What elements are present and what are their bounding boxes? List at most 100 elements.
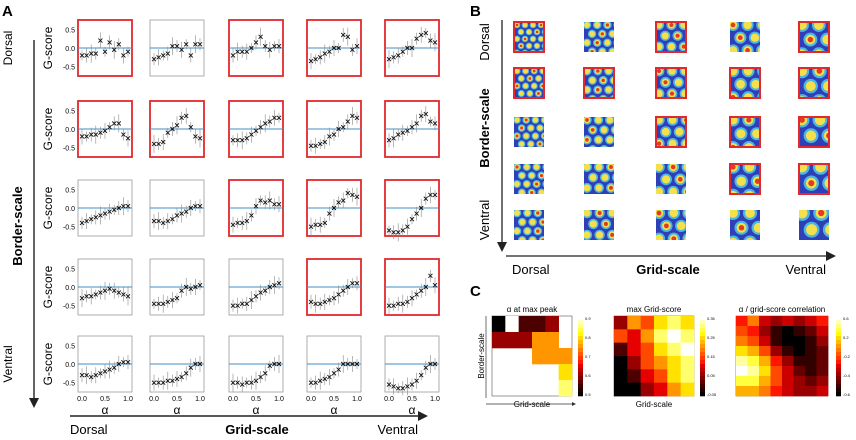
- panel-a-point: [230, 303, 236, 308]
- panel-c-cell: [816, 366, 829, 377]
- panel-c-cell: [816, 386, 829, 397]
- panel-a-point: [336, 367, 341, 372]
- panel-a-ytick: -0.5: [63, 304, 75, 311]
- panel-b-field-peak: [535, 182, 539, 186]
- panel-a-ytick: 0.5: [65, 108, 75, 115]
- panel-c-colorbar-step: [700, 344, 705, 349]
- panel-c-colorbar-step: [700, 376, 705, 381]
- panel-b-field: [752, 129, 760, 139]
- panel-a-subplot: [77, 19, 133, 77]
- panel-c-colorbar-step: [700, 324, 705, 329]
- panel-b-field-peak: [730, 164, 736, 170]
- panel-c-cell: [793, 326, 806, 337]
- panel-a-xlabel: α: [174, 403, 181, 417]
- panel-b-field: [514, 36, 520, 42]
- panel-a-point: [409, 216, 415, 222]
- panel-b-field-peak: [597, 210, 602, 216]
- panel-b-horizontal-arrow: [506, 251, 836, 261]
- panel-b-field-peak: [656, 141, 662, 146]
- panel-a-point: [322, 220, 328, 226]
- panel-a-subplot: [77, 335, 133, 393]
- panel-a-point: [98, 290, 103, 295]
- panel-a-point: [244, 49, 250, 55]
- panel-a-point: [272, 43, 277, 49]
- panel-a-point: [197, 136, 203, 141]
- panel-b-ratemap: [584, 117, 614, 147]
- panel-a-vertical-arrow: [29, 40, 39, 408]
- panel-b-field: [589, 77, 596, 84]
- panel-a-point: [174, 213, 180, 218]
- panel-c-colorbar-step: [836, 372, 841, 377]
- panel-a-point: [188, 205, 194, 211]
- panel-a-point: [235, 49, 240, 55]
- panel-a-point: [258, 374, 263, 380]
- panel-b-field-halo: [742, 188, 757, 194]
- panel-c-colorbar-step: [836, 376, 841, 381]
- panel-b-field: [602, 146, 606, 147]
- panel-b-field: [745, 237, 755, 240]
- panel-b-field: [532, 133, 539, 139]
- panel-a-point: [111, 121, 117, 126]
- panel-a-point: [350, 113, 355, 119]
- panel-c-colorbar-step: [578, 320, 583, 325]
- panel-a-point: [183, 41, 189, 47]
- panel-a-point: [354, 43, 360, 49]
- panel-a-point: [84, 294, 89, 299]
- panel-b-field: [538, 189, 544, 194]
- panel-b-frame: [583, 67, 615, 99]
- panel-b-field-peak: [539, 173, 544, 178]
- panel-a-point: [170, 378, 175, 384]
- panel-a-point: [235, 137, 240, 143]
- panel-a-point: [125, 359, 131, 365]
- panel-b-field: [806, 224, 818, 236]
- panel-c-colorbar-step: [578, 328, 583, 333]
- panel-b-field: [656, 234, 664, 240]
- panel-b-ratemap: [730, 68, 760, 98]
- panel-b-field: [681, 89, 686, 98]
- panel-b-field-peak: [595, 41, 599, 45]
- panel-b-field: [805, 130, 817, 141]
- panel-a-point: [183, 113, 189, 119]
- panel-b-field: [743, 93, 753, 98]
- panel-c-colorbar-step: [700, 352, 705, 357]
- panel-a-point: [111, 288, 117, 294]
- panel-c-colorbar-step: [700, 360, 705, 365]
- panel-a-point: [174, 43, 180, 49]
- panel-c-xlabel: Grid-scale: [636, 400, 673, 409]
- panel-a-point: [400, 301, 406, 307]
- panel-a-point: [156, 301, 161, 307]
- panel-b-field: [526, 43, 532, 49]
- panel-a-point: [428, 119, 433, 124]
- panel-b-ratemap: [799, 117, 829, 147]
- panel-c-cell: [736, 336, 748, 347]
- panel-a-subplot: [384, 19, 440, 77]
- panel-a-point: [418, 205, 424, 211]
- panel-c-heatmap: α / grid-score correlation 0.6 0.2 -0.2 -0.4…: [735, 305, 851, 397]
- panel-a-point: [88, 132, 94, 137]
- panel-b-field: [589, 30, 596, 37]
- panel-b-field: [744, 164, 755, 172]
- panel-a-point: [262, 288, 268, 294]
- panel-b-field-halo: [540, 132, 544, 140]
- panel-b-field-peak: [596, 88, 600, 92]
- panel-c-colorbar-step: [836, 348, 841, 353]
- panel-b-field-halo: [611, 145, 614, 147]
- panel-a-point: [313, 56, 318, 62]
- panel-c-cell: [759, 376, 771, 387]
- panel-b-field-peak: [681, 44, 686, 49]
- panel-b-field: [683, 187, 686, 194]
- panel-a-point: [249, 297, 254, 303]
- panel-a-point: [107, 40, 112, 45]
- panel-a-point: [414, 36, 419, 41]
- panel-a-point: [386, 228, 392, 233]
- panel-b-ratemap: [584, 210, 614, 240]
- panel-a-ylabel: G-score: [41, 107, 55, 150]
- panel-c-cell: [793, 316, 806, 327]
- panel-a-ytick: 0.0: [65, 285, 75, 292]
- panel-a-point: [414, 292, 419, 297]
- panel-a-point: [345, 361, 351, 367]
- panel-a-point: [230, 53, 236, 58]
- panel-b-field: [529, 237, 536, 240]
- panel-c-cell: [640, 382, 655, 397]
- panel-c-cell: [505, 332, 519, 349]
